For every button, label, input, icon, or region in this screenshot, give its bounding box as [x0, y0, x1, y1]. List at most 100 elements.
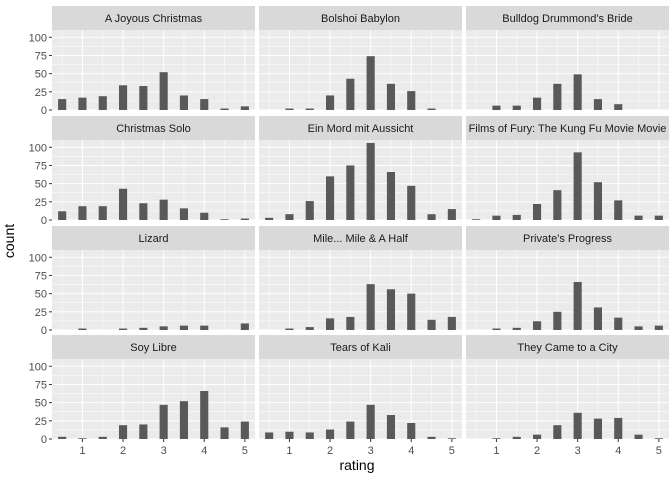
- bar: [118, 425, 128, 439]
- y-tick-label: 75: [35, 270, 47, 282]
- bar: [139, 327, 148, 330]
- panel-background: [52, 359, 255, 439]
- bar: [325, 318, 335, 330]
- panel-background: [466, 30, 669, 110]
- facet-strip: [466, 6, 669, 30]
- bar: [285, 214, 294, 220]
- y-axis-title: count: [1, 224, 17, 258]
- bar: [325, 95, 335, 110]
- x-tick-label: 3: [575, 445, 581, 457]
- bar: [179, 401, 189, 439]
- y-tick-label: 25: [35, 87, 47, 99]
- bar: [240, 218, 249, 220]
- facet-strip: [52, 226, 255, 250]
- bar: [220, 427, 229, 439]
- facet-panel: Films of Fury: The Kung Fu Movie Movie: [466, 116, 669, 221]
- y-tick-label: 100: [29, 142, 47, 154]
- x-tick-label: 2: [534, 445, 540, 457]
- facet-strip: [466, 335, 669, 359]
- bar: [118, 328, 128, 330]
- bar: [407, 185, 416, 220]
- panel-background: [466, 140, 669, 220]
- bar: [98, 436, 107, 439]
- facet-strip: [259, 335, 462, 359]
- bar: [58, 436, 67, 439]
- bar: [492, 438, 501, 439]
- panel-background: [466, 359, 669, 439]
- facet-panel: They Came to a City 1 2 3 4 5: [466, 335, 669, 457]
- y-tick-label: 0: [41, 105, 47, 117]
- x-tick-label: 3: [161, 445, 167, 457]
- facet-title: Mile... Mile & A Half: [313, 233, 409, 245]
- facet-title: Tears of Kali: [330, 342, 391, 354]
- bar: [240, 421, 249, 439]
- bar: [325, 429, 335, 439]
- x-tick-label: 2: [120, 445, 126, 457]
- panel-background: [259, 30, 462, 110]
- bar: [593, 307, 603, 330]
- facet-title: Soy Libre: [130, 342, 176, 354]
- y-tick-label: 0: [41, 215, 47, 227]
- bar: [139, 424, 148, 439]
- facet-title: Private's Progress: [523, 233, 612, 245]
- bar: [654, 215, 663, 220]
- bar: [553, 311, 562, 330]
- bar: [407, 293, 416, 330]
- y-tick-label: 50: [35, 398, 47, 410]
- facet-panel: Private's Progress: [466, 226, 669, 331]
- y-tick-label: 100: [29, 252, 47, 264]
- facet-strip: [52, 6, 255, 30]
- bar: [118, 85, 128, 110]
- facet-title: They Came to a City: [517, 342, 618, 354]
- bar: [427, 319, 436, 330]
- panel-background: [52, 30, 255, 110]
- x-tick-label: 5: [449, 445, 455, 457]
- panel-background: [52, 250, 255, 330]
- bar: [179, 325, 189, 330]
- bar: [98, 96, 107, 110]
- facet-panel: Lizard 0 25 50 75 100: [29, 226, 255, 337]
- facet-strip: [259, 6, 462, 30]
- facet-strip: [259, 226, 462, 250]
- y-tick-label: 75: [35, 50, 47, 62]
- bar: [305, 201, 314, 220]
- bar: [654, 325, 663, 330]
- bar: [573, 74, 582, 110]
- bar: [265, 432, 274, 439]
- bar: [532, 97, 542, 110]
- bar: [654, 438, 663, 439]
- bar: [512, 436, 521, 439]
- bar: [58, 211, 67, 220]
- bar: [346, 316, 355, 330]
- bar: [512, 327, 521, 330]
- x-tick-label: 1: [286, 445, 292, 457]
- bar: [427, 214, 436, 220]
- bar: [78, 97, 87, 110]
- bar: [159, 326, 168, 330]
- bar: [285, 108, 294, 110]
- facet-strip: [52, 116, 255, 140]
- x-axis-title: rating: [339, 457, 374, 473]
- bar: [593, 418, 603, 439]
- bar: [593, 182, 603, 220]
- bar: [366, 404, 375, 439]
- bar: [492, 105, 501, 110]
- bar: [98, 206, 107, 220]
- bar: [614, 417, 623, 439]
- bar: [139, 203, 148, 220]
- bar: [305, 432, 314, 439]
- facet-panel: A Joyous Christmas 0 25 50 75 100: [29, 6, 255, 117]
- facet-panel: Soy Libre 0 25 50 75 100 1 2 3 4 5: [29, 335, 255, 457]
- bar: [159, 404, 168, 439]
- bar: [285, 328, 294, 330]
- facet-panel: Bolshoi Babylon: [259, 6, 462, 111]
- facet-panel: Ein Mord mit Aussicht: [259, 116, 462, 221]
- panel-background: [259, 250, 462, 330]
- facet-panel: Tears of Kali 1 2 3 4 5: [259, 335, 462, 457]
- bar: [325, 176, 335, 220]
- y-tick-label: 25: [35, 307, 47, 319]
- bar: [78, 206, 87, 220]
- x-tick-label: 5: [242, 445, 248, 457]
- y-tick-label: 50: [35, 69, 47, 81]
